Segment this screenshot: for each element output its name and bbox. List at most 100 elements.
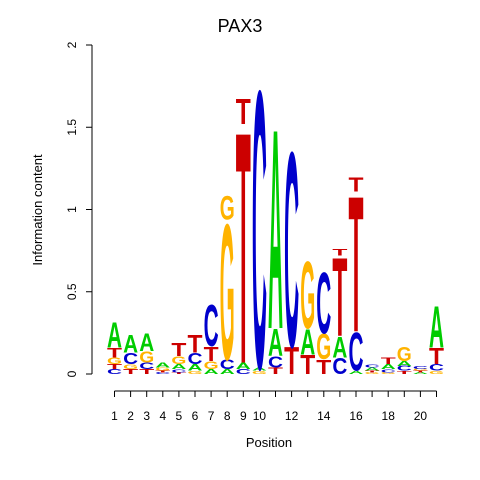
x-tick-label: 12	[285, 409, 299, 423]
logo-letter-C: C	[381, 368, 396, 373]
logo-letter-A: A	[188, 363, 204, 373]
logo-letter-A: A	[429, 296, 444, 361]
logo-letter-A: A	[268, 70, 283, 389]
logo-letter-G: G	[204, 360, 219, 372]
logo-letter-C: C	[236, 368, 251, 376]
x-tick-label: 10	[253, 409, 267, 423]
logo-letter-T: T	[107, 363, 122, 371]
y-axis-label: Information content	[30, 154, 45, 266]
logo-letter-G: G	[413, 369, 428, 371]
logo-letter-G: G	[381, 372, 396, 374]
logo-letter-A: A	[413, 372, 428, 374]
logo-letter-C: C	[139, 361, 155, 371]
logo-letter-A: A	[171, 363, 186, 371]
logo-letter-A: A	[139, 328, 154, 356]
y-tick-label: 1	[65, 206, 79, 213]
logo-letter-A: A	[349, 370, 364, 375]
logo-letter-T: T	[349, 173, 364, 196]
logo-letter-T: T	[429, 345, 445, 370]
logo-letter-C: C	[268, 353, 283, 371]
x-tick-label: 5	[176, 409, 183, 423]
logo-letter-T: T	[332, 247, 348, 257]
logo-letter-G: G	[171, 355, 186, 367]
logo-letter-A: A	[300, 322, 315, 363]
chart-title: PAX3	[218, 16, 263, 36]
logo-letter-C: C	[365, 363, 380, 368]
logo-letter-T: T	[107, 346, 122, 361]
logo-letter-T: T	[139, 368, 154, 376]
logo-letter-T: T	[171, 372, 186, 375]
logo-letter-G: G	[188, 370, 203, 375]
logo-letter-T: T	[236, 91, 251, 132]
logo-letter-C: C	[429, 363, 445, 373]
logo-letter-T: T	[236, 62, 251, 433]
logo-letter-A: A	[381, 363, 396, 371]
y-tick-label: 2	[65, 41, 79, 48]
logo-letter-G: G	[252, 370, 267, 375]
logo-letter-T: T	[284, 339, 299, 382]
logo-letter-T: T	[381, 356, 397, 366]
logo-letter-T: T	[123, 368, 138, 376]
logo-letter-T: T	[332, 237, 347, 361]
logo-letter-C: C	[413, 365, 428, 370]
x-tick-label: 14	[317, 409, 331, 423]
logo-letter-C: C	[188, 349, 203, 367]
x-tick-label: 3	[143, 409, 150, 423]
logo-letter-G: G	[397, 343, 412, 366]
logo-letter-C: C	[397, 365, 412, 373]
logo-letter-A: A	[397, 360, 412, 368]
x-tick-label: 18	[382, 409, 396, 423]
logo-letter-A: A	[268, 321, 283, 365]
logo-letter-C: C	[252, 7, 267, 452]
logo-letter-G: G	[107, 356, 122, 366]
logo-letter-T: T	[397, 370, 412, 375]
x-axis-label: Position	[246, 435, 292, 450]
x-axis: 1 2 3 4 5 6 7 8 9 10 12 14 16 18 20	[111, 390, 437, 423]
logo-letter-G: G	[139, 348, 154, 366]
logo-letter-T: T	[155, 370, 170, 373]
logo-letter-C: C	[349, 320, 364, 382]
logo-letter-T: T	[365, 370, 380, 373]
x-tick-label: 8	[224, 409, 231, 423]
logo-letter-G: G	[429, 370, 444, 375]
x-tick-label: 4	[159, 409, 166, 423]
x-tick-label: 7	[208, 409, 215, 423]
x-tick-label: 1	[111, 409, 118, 423]
logo-letter-G: G	[316, 328, 331, 368]
logo-letter-C: C	[220, 357, 235, 373]
logo-letter-G: G	[220, 189, 235, 227]
logo-letter-A: A	[204, 368, 219, 376]
logo-letter-G: G	[123, 363, 138, 371]
logo-letter-C: C	[204, 294, 219, 359]
logo-letter-C: C	[123, 349, 138, 367]
logo-letter-G: G	[365, 372, 380, 374]
x-tick-label: 6	[192, 409, 199, 423]
logo-letter-T: T	[188, 331, 203, 358]
logo-letter-T: T	[349, 157, 364, 373]
logo-letter-A: A	[123, 330, 138, 358]
x-tick-label: 9	[240, 409, 247, 423]
logo-letter-A: A	[220, 368, 235, 376]
x-tick-label: 16	[349, 409, 363, 423]
logo-letter-T: T	[413, 370, 428, 373]
x-tick-label: 20	[414, 409, 428, 423]
y-axis: 0 0.5 1 1.5 2	[65, 41, 93, 377]
logo-letter-C: C	[284, 94, 299, 406]
logo-letter-C: C	[155, 372, 170, 374]
logo-letter-A: A	[155, 362, 170, 370]
logo-letter-T: T	[316, 356, 331, 379]
logo-letter-T: T	[300, 349, 315, 381]
logo-letter-T: T	[204, 343, 219, 366]
logo-letter-C: C	[171, 368, 186, 373]
logo-letter-A: A	[332, 332, 347, 364]
logo-letter-C: C	[332, 353, 347, 379]
y-tick-label: 1.5	[65, 119, 79, 136]
logo-letter-G: G	[220, 185, 235, 402]
logo-letter-A: A	[107, 316, 122, 357]
logo-letter-A: A	[365, 367, 380, 372]
logo-letter-G: G	[155, 366, 170, 371]
logo-letter-T: T	[268, 366, 284, 376]
x-tick-label: 2	[127, 409, 134, 423]
logo-letter-C: C	[316, 256, 331, 352]
